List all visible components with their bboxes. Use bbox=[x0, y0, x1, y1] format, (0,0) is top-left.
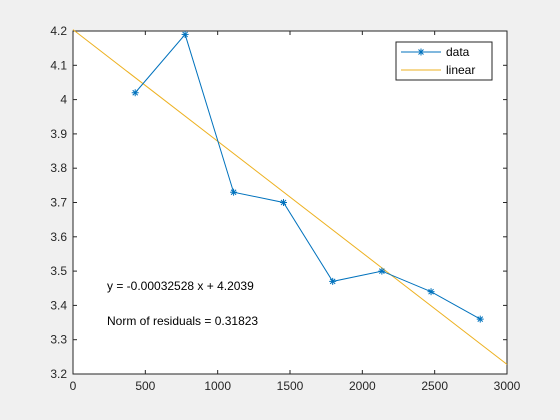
data-series-group bbox=[131, 30, 484, 323]
y-tick-label: 3.8 bbox=[50, 161, 67, 175]
data-point bbox=[378, 267, 386, 275]
data-point bbox=[476, 315, 484, 323]
y-tick-label: 3.4 bbox=[50, 298, 67, 312]
data-point bbox=[230, 188, 238, 196]
x-tick-label: 2000 bbox=[349, 379, 376, 393]
legend-box bbox=[395, 41, 493, 81]
legend-data-marker bbox=[417, 48, 425, 56]
data-point bbox=[329, 277, 337, 285]
legend: data linear bbox=[395, 41, 493, 81]
x-tick-label: 500 bbox=[135, 379, 155, 393]
data-point bbox=[427, 288, 435, 296]
axis-ticks: 0 500 1000 1500 2000 2500 3000 3.2 3.3 3.4 3.5 3.6 3… bbox=[50, 24, 520, 393]
x-tick-label: 1000 bbox=[204, 379, 231, 393]
y-tick-label: 3.5 bbox=[50, 264, 67, 278]
equation-annotation: y = -0.00032528 x + 4.2039 bbox=[107, 279, 254, 293]
linear-fit-line bbox=[72, 29, 508, 365]
fit-line-group bbox=[72, 29, 508, 365]
y-tick-label: 4 bbox=[60, 93, 67, 107]
data-point bbox=[131, 89, 139, 97]
y-tick-label: 3.9 bbox=[50, 127, 67, 141]
residuals-annotation: Norm of residuals = 0.31823 bbox=[107, 314, 258, 328]
legend-label-linear: linear bbox=[446, 63, 475, 77]
y-tick-label: 3.2 bbox=[50, 367, 67, 381]
data-point bbox=[181, 30, 189, 38]
y-tick-label: 3.6 bbox=[50, 230, 67, 244]
y-tick-label: 4.2 bbox=[50, 24, 67, 38]
data-series-line bbox=[134, 33, 481, 320]
x-tick-label: 3000 bbox=[494, 379, 521, 393]
y-tick-label: 3.7 bbox=[50, 196, 67, 210]
plot-area bbox=[72, 30, 508, 375]
legend-asterisk bbox=[417, 48, 425, 56]
y-tick-label: 4.1 bbox=[50, 58, 67, 72]
data-point bbox=[279, 199, 287, 206]
y-tick-label: 3.3 bbox=[50, 333, 67, 347]
x-tick-label: 0 bbox=[70, 379, 77, 393]
x-tick-label: 2500 bbox=[421, 379, 448, 393]
x-tick-label: 1500 bbox=[277, 379, 304, 393]
legend-label-data: data bbox=[446, 45, 470, 59]
